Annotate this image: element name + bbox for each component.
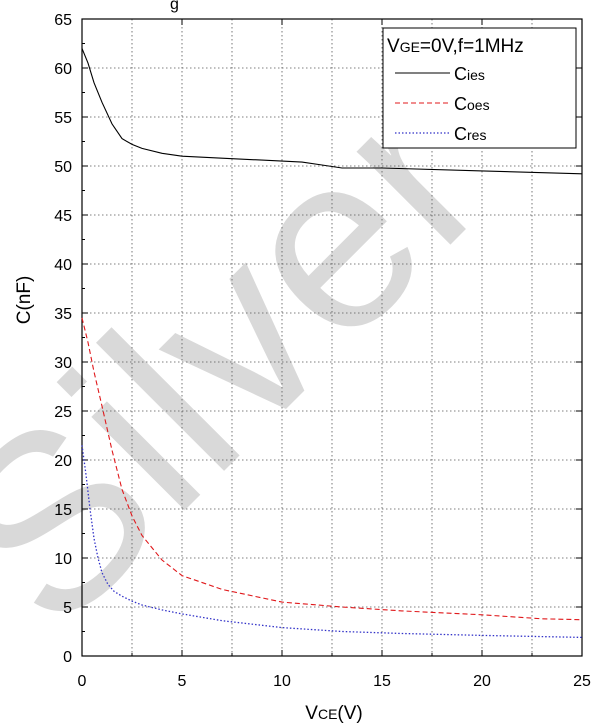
y-tick-label: 40 <box>54 257 72 274</box>
y-tick-label: 55 <box>54 110 72 127</box>
legend-label-cies-main: C <box>454 64 467 84</box>
legend: VGE=0V,f=1MHz Cies Coes Cres <box>382 27 577 149</box>
series-line-cres <box>81 445 583 639</box>
y-tick-label: 25 <box>54 404 72 421</box>
legend-label-coes: Coes <box>454 94 490 114</box>
series-layer <box>81 48 583 639</box>
x-tick-label: 15 <box>373 673 391 690</box>
y-tick-label: 15 <box>54 502 72 519</box>
x-tick-label: 5 <box>178 673 187 690</box>
x-tick-label: 10 <box>273 673 291 690</box>
legend-condition-rest: =0V,f=1MHz <box>420 36 524 57</box>
y-tick-label: 0 <box>63 649 72 666</box>
legend-label-cres-sub: res <box>467 127 486 143</box>
legend-label-cies-sub: ies <box>467 67 485 83</box>
legend-condition-sub: GE <box>400 39 420 55</box>
legend-label-cres: Cres <box>454 124 486 144</box>
series-line-cies <box>81 48 583 175</box>
x-tick-label: 20 <box>473 673 491 690</box>
series-line-coes <box>81 317 583 621</box>
legend-label-coes-main: C <box>454 94 467 114</box>
y-tick-label: 30 <box>54 355 72 372</box>
x-axis-label-main: V <box>305 703 318 724</box>
x-axis-label: VCE(V) <box>305 703 362 724</box>
legend-condition: VGE=0V,f=1MHz <box>387 36 524 57</box>
y-axis-label: C(nF) <box>14 276 35 325</box>
y-tick-label: 35 <box>54 306 72 323</box>
chart-title-fragment: g <box>170 0 179 13</box>
x-axis-label-unit: (V) <box>337 703 362 724</box>
x-tick-label: 0 <box>78 673 87 690</box>
y-tick-label: 50 <box>54 159 72 176</box>
legend-label-cres-main: C <box>454 124 467 144</box>
x-axis-label-sub: CE <box>318 706 337 722</box>
legend-condition-main: V <box>387 36 400 57</box>
y-tick-label: 20 <box>54 453 72 470</box>
legend-label-coes-sub: oes <box>467 97 490 113</box>
y-tick-label: 65 <box>54 12 72 29</box>
axis-ticks: 0 5 10 15 20 25 30 35 40 45 50 55 60 65 0 5 10 15 20 25 <box>54 12 591 690</box>
y-tick-label: 10 <box>54 551 72 568</box>
y-tick-label: 60 <box>54 61 72 78</box>
y-tick-label: 45 <box>54 208 72 225</box>
x-tick-label: 25 <box>573 673 591 690</box>
legend-box <box>382 27 577 149</box>
y-tick-label: 5 <box>63 600 72 617</box>
legend-label-cies: Cies <box>454 64 485 84</box>
